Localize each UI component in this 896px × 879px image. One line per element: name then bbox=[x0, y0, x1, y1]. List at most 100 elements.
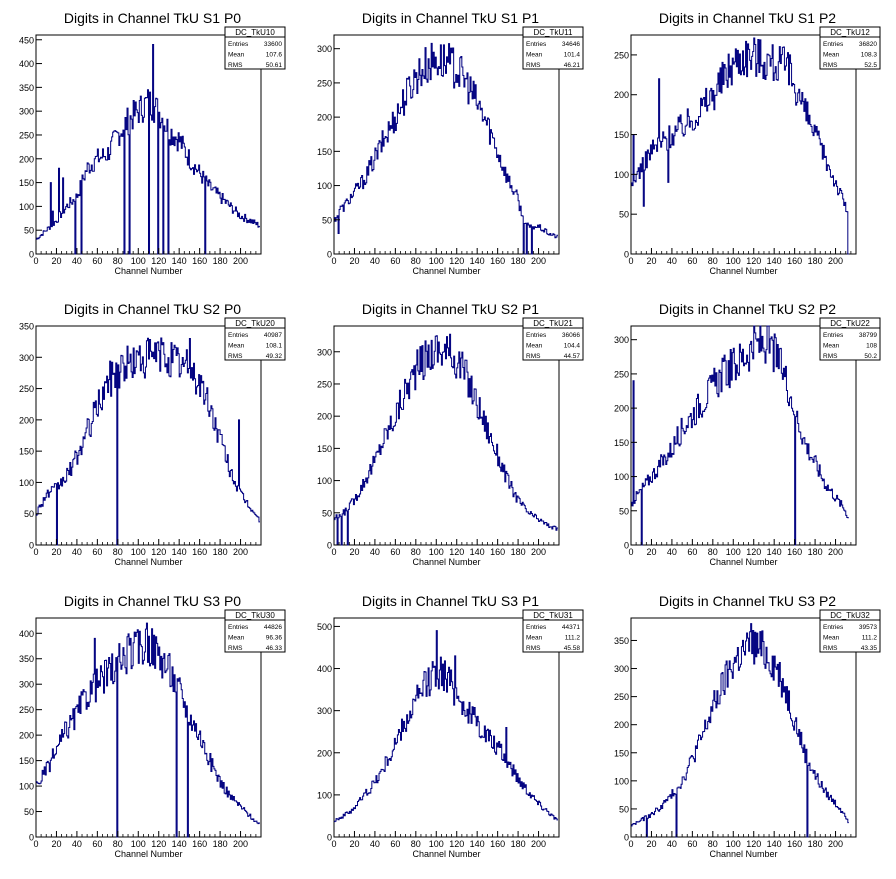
x-tick-label: 100 bbox=[131, 839, 146, 849]
x-tick-label: 60 bbox=[92, 256, 102, 266]
y-tick-label: 0 bbox=[624, 833, 629, 843]
stats-box bbox=[224, 317, 286, 361]
x-axis-label: Channel Number bbox=[709, 266, 777, 276]
stats-key: Entries bbox=[823, 624, 844, 631]
y-tick-label: 150 bbox=[614, 438, 629, 448]
y-tick-label: 300 bbox=[614, 335, 629, 345]
histogram-panel: Digits in Channel TkU S3 P00501001502002… bbox=[19, 593, 286, 859]
x-tick-label: 200 bbox=[828, 547, 843, 557]
x-axis-label: Channel Number bbox=[709, 557, 777, 567]
stats-name: DC_TkU11 bbox=[534, 28, 574, 37]
stats-value: 38799 bbox=[859, 332, 877, 339]
x-tick-label: 100 bbox=[726, 547, 741, 557]
stats-box bbox=[819, 26, 881, 70]
stats-name: DC_TkU10 bbox=[235, 28, 275, 37]
stats-value: 43.35 bbox=[861, 645, 878, 652]
x-tick-label: 120 bbox=[449, 839, 464, 849]
y-tick-label: 400 bbox=[19, 629, 34, 639]
x-tick-label: 120 bbox=[151, 547, 166, 557]
stats-key: RMS bbox=[526, 353, 541, 360]
stats-name: DC_TkU22 bbox=[830, 319, 870, 328]
x-tick-label: 120 bbox=[151, 839, 166, 849]
stats-value: 50.61 bbox=[266, 62, 283, 69]
x-tick-label: 60 bbox=[687, 839, 697, 849]
stats-value: 101.4 bbox=[564, 52, 581, 59]
x-tick-label: 140 bbox=[470, 256, 485, 266]
stats-box bbox=[522, 26, 584, 70]
stats-box bbox=[224, 26, 286, 70]
y-tick-label: 250 bbox=[317, 379, 332, 389]
histogram-panel: Digits in Channel TkU S1 P20501001502002… bbox=[614, 10, 881, 276]
histogram-series bbox=[334, 333, 558, 546]
x-tick-label: 0 bbox=[628, 256, 633, 266]
y-tick-label: 200 bbox=[317, 748, 332, 758]
x-tick-label: 140 bbox=[172, 839, 187, 849]
stats-key: Mean bbox=[823, 343, 840, 350]
x-tick-label: 0 bbox=[628, 839, 633, 849]
x-tick-label: 0 bbox=[331, 256, 336, 266]
y-tick-label: 100 bbox=[317, 790, 332, 800]
x-tick-label: 160 bbox=[787, 547, 802, 557]
x-tick-label: 100 bbox=[131, 547, 146, 557]
y-tick-label: 200 bbox=[614, 720, 629, 730]
stats-value: 46.33 bbox=[266, 645, 283, 652]
x-tick-label: 160 bbox=[192, 839, 207, 849]
chart-title: Digits in Channel TkU S1 P2 bbox=[659, 10, 836, 26]
y-tick-label: 400 bbox=[19, 59, 34, 69]
stats-box bbox=[819, 317, 881, 361]
y-tick-label: 350 bbox=[19, 654, 34, 664]
x-tick-label: 40 bbox=[72, 547, 82, 557]
histogram-panel: Digits in Channel TkU S3 P10100200300400… bbox=[317, 593, 584, 859]
x-tick-label: 80 bbox=[708, 547, 718, 557]
stats-name: DC_TkU21 bbox=[533, 319, 573, 328]
y-tick-label: 250 bbox=[317, 78, 332, 88]
histogram-series bbox=[36, 622, 260, 838]
histogram-series bbox=[631, 37, 849, 255]
y-tick-label: 350 bbox=[19, 83, 34, 93]
y-tick-label: 250 bbox=[614, 50, 629, 60]
stats-key: RMS bbox=[526, 62, 541, 69]
y-tick-label: 0 bbox=[327, 250, 332, 260]
stats-key: Entries bbox=[228, 41, 249, 48]
x-tick-label: 20 bbox=[349, 256, 359, 266]
x-axis-label: Channel Number bbox=[412, 849, 480, 859]
y-tick-label: 50 bbox=[619, 506, 629, 516]
x-tick-label: 40 bbox=[667, 839, 677, 849]
x-tick-label: 200 bbox=[828, 839, 843, 849]
y-tick-label: 0 bbox=[29, 250, 34, 260]
x-tick-label: 60 bbox=[390, 547, 400, 557]
x-tick-label: 160 bbox=[192, 256, 207, 266]
x-axis-label: Channel Number bbox=[412, 266, 480, 276]
y-tick-label: 150 bbox=[614, 130, 629, 140]
x-tick-label: 200 bbox=[531, 547, 546, 557]
x-tick-label: 120 bbox=[449, 256, 464, 266]
stats-value: 39573 bbox=[859, 624, 877, 631]
x-tick-label: 20 bbox=[646, 839, 656, 849]
stats-value: 111.2 bbox=[565, 635, 581, 642]
stats-key: RMS bbox=[823, 353, 838, 360]
y-tick-label: 200 bbox=[614, 90, 629, 100]
y-tick-label: 100 bbox=[19, 782, 34, 792]
histogram-series bbox=[631, 325, 849, 546]
x-tick-label: 20 bbox=[646, 547, 656, 557]
x-tick-label: 180 bbox=[213, 256, 228, 266]
x-tick-label: 100 bbox=[429, 256, 444, 266]
x-tick-label: 140 bbox=[470, 547, 485, 557]
stats-key: RMS bbox=[823, 62, 838, 69]
y-tick-label: 200 bbox=[317, 412, 332, 422]
x-tick-label: 180 bbox=[808, 256, 823, 266]
x-tick-label: 20 bbox=[51, 547, 61, 557]
chart-title: Digits in Channel TkU S1 P0 bbox=[64, 10, 241, 26]
y-tick-label: 0 bbox=[327, 541, 332, 551]
stats-value: 50.2 bbox=[864, 353, 877, 360]
y-tick-label: 300 bbox=[19, 107, 34, 117]
histogram-panel: Digits in Channel TkU S1 P00501001502002… bbox=[19, 10, 286, 276]
stats-key: Mean bbox=[526, 52, 543, 59]
x-tick-label: 180 bbox=[213, 547, 228, 557]
x-tick-label: 120 bbox=[746, 839, 761, 849]
histogram-series bbox=[334, 630, 558, 823]
x-tick-label: 160 bbox=[490, 547, 505, 557]
stats-key: Entries bbox=[228, 624, 249, 631]
x-tick-label: 140 bbox=[172, 256, 187, 266]
stats-key: RMS bbox=[228, 62, 243, 69]
